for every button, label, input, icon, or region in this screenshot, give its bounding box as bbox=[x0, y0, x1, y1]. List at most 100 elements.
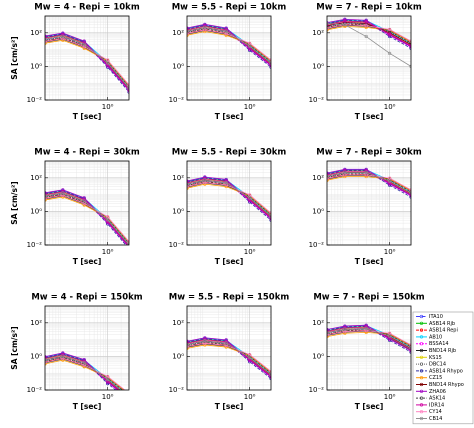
x-tick-label: 10⁰ bbox=[102, 393, 114, 401]
series-line bbox=[327, 23, 411, 44]
panel: 10⁰ 10⁻² 10⁰ 10² Mw = 5.5 - Repi = 10km T [se… bbox=[169, 3, 287, 122]
point bbox=[248, 193, 252, 197]
y-tick-label: 10⁰ bbox=[172, 207, 184, 215]
point bbox=[409, 350, 411, 354]
point bbox=[409, 191, 411, 195]
series-group bbox=[187, 336, 271, 381]
panel: 10⁰ 10⁻² 10⁰ 10² Mw = 7 - Repi = 150km T [sec… bbox=[309, 293, 425, 412]
x-axis-label: T [sec] bbox=[355, 402, 384, 411]
point bbox=[343, 327, 347, 331]
point bbox=[203, 336, 207, 340]
point bbox=[409, 41, 411, 45]
series-line bbox=[45, 196, 129, 243]
point bbox=[269, 372, 271, 377]
chart-title: Mw = 4 - Repi = 10km bbox=[34, 3, 140, 13]
point bbox=[364, 18, 368, 22]
point bbox=[106, 218, 110, 222]
point bbox=[224, 29, 228, 33]
point bbox=[61, 354, 65, 358]
y-tick-label: 10⁰ bbox=[30, 352, 42, 360]
legend-marker bbox=[419, 382, 424, 387]
series-line bbox=[45, 357, 124, 390]
point bbox=[269, 211, 271, 215]
chart-title: Mw = 7 - Repi = 150km bbox=[313, 293, 424, 303]
point bbox=[409, 44, 411, 48]
legend-label: CY14 bbox=[429, 409, 442, 415]
point bbox=[269, 58, 271, 62]
series-line bbox=[187, 183, 271, 215]
series-group bbox=[327, 17, 411, 68]
series-line bbox=[187, 181, 271, 215]
legend-marker bbox=[419, 376, 424, 380]
y-tick-label: 10² bbox=[172, 174, 184, 182]
series-line bbox=[45, 357, 124, 390]
panel: 10⁰ 10⁻² 10⁰ 10² Mw = 7 - Repi = 10km T [sec] bbox=[309, 3, 422, 122]
legend-marker bbox=[419, 362, 424, 366]
point bbox=[187, 184, 189, 189]
x-axis-label: T [sec] bbox=[355, 112, 384, 121]
point bbox=[187, 29, 189, 33]
legend-marker bbox=[419, 321, 424, 325]
series-line bbox=[187, 177, 271, 221]
series-line bbox=[327, 26, 411, 43]
chart-title: Mw = 5.5 - Repi = 150km bbox=[169, 293, 290, 303]
point bbox=[128, 399, 131, 402]
legend-label: ASB14 Rhypo bbox=[429, 368, 463, 374]
point bbox=[409, 343, 411, 347]
point bbox=[187, 182, 189, 186]
point bbox=[388, 32, 392, 36]
series-line bbox=[45, 358, 126, 390]
point bbox=[128, 397, 131, 400]
chart-title: Mw = 4 - Repi = 30km bbox=[34, 148, 140, 158]
point bbox=[364, 167, 368, 171]
y-tick-label: 10⁰ bbox=[30, 207, 42, 215]
series-line bbox=[45, 33, 129, 93]
point bbox=[82, 358, 86, 362]
point bbox=[388, 27, 392, 31]
series-line bbox=[45, 190, 127, 245]
point bbox=[364, 24, 368, 28]
plot-area bbox=[45, 16, 129, 100]
axes-frame bbox=[326, 15, 412, 101]
point bbox=[82, 39, 86, 43]
point bbox=[388, 334, 392, 338]
point bbox=[364, 323, 368, 327]
legend-label: ITA10 bbox=[429, 314, 443, 320]
series-line bbox=[45, 359, 125, 390]
series-line bbox=[45, 189, 128, 245]
point bbox=[343, 324, 347, 328]
x-tick-label: 10⁰ bbox=[244, 248, 256, 256]
legend-label: ASB14 Repi bbox=[429, 328, 458, 334]
plot-area bbox=[327, 306, 411, 390]
point bbox=[187, 26, 189, 30]
point bbox=[106, 58, 110, 62]
plot-area bbox=[45, 306, 129, 390]
point bbox=[248, 356, 252, 360]
x-tick-label: 10⁰ bbox=[384, 103, 396, 111]
y-tick-label: 10² bbox=[30, 174, 42, 182]
point bbox=[343, 167, 347, 171]
point bbox=[409, 349, 411, 353]
y-axis-label: SA [cm/s²] bbox=[10, 181, 19, 224]
point bbox=[128, 395, 131, 398]
series-line bbox=[327, 24, 411, 42]
chart-title: Mw = 5.5 - Repi = 30km bbox=[172, 148, 287, 158]
point bbox=[224, 180, 228, 185]
chart-title: Mw = 7 - Repi = 10km bbox=[316, 3, 422, 13]
series-line bbox=[327, 23, 411, 67]
chart-title: Mw = 7 - Repi = 30km bbox=[316, 148, 422, 158]
series-line bbox=[187, 26, 271, 64]
series-line bbox=[45, 194, 129, 242]
series-group bbox=[187, 22, 271, 69]
point bbox=[269, 61, 271, 65]
series-line bbox=[187, 341, 271, 375]
point bbox=[187, 342, 189, 346]
point bbox=[128, 395, 131, 398]
point bbox=[248, 44, 252, 48]
point bbox=[128, 393, 131, 396]
y-tick-label: 10⁰ bbox=[312, 207, 324, 215]
series-line bbox=[187, 179, 271, 217]
y-tick-label: 10² bbox=[30, 29, 42, 37]
